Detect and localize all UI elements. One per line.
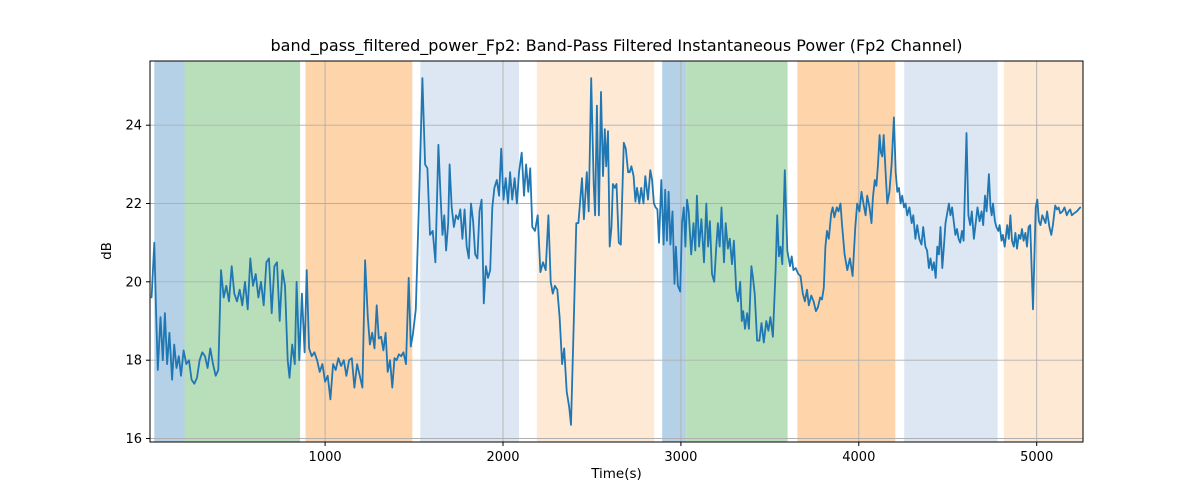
x-tick-label: 5000 bbox=[1020, 450, 1053, 465]
ticks-layer: 1000 2000 3000 4000 5000 16 18 20 22 24 bbox=[125, 119, 1053, 465]
x-tick-label: 4000 bbox=[842, 450, 875, 465]
y-tick-label: 18 bbox=[125, 354, 142, 369]
y-tick-label: 20 bbox=[125, 275, 142, 290]
axes-frame bbox=[149, 60, 1084, 443]
region-band-lightorange bbox=[1003, 61, 1083, 442]
x-tick-label: 2000 bbox=[486, 450, 519, 465]
region-band-green bbox=[686, 61, 788, 442]
x-tick-label: 1000 bbox=[309, 450, 342, 465]
y-axis-label: dB bbox=[99, 242, 115, 260]
region-band-blue bbox=[154, 61, 185, 442]
x-tick-label: 3000 bbox=[664, 450, 697, 465]
x-axis-label: Time(s) bbox=[591, 466, 642, 482]
region-band-green bbox=[184, 61, 301, 442]
grid-layer bbox=[150, 61, 1083, 442]
chart-title: band_pass_filtered_power_Fp2: Band-Pass … bbox=[270, 36, 963, 55]
region-band-orange bbox=[305, 61, 413, 442]
power-trace-line bbox=[150, 77, 1082, 426]
y-tick-label: 22 bbox=[125, 197, 142, 212]
y-tick-label: 24 bbox=[125, 119, 142, 134]
region-band-orange bbox=[797, 61, 896, 442]
region-band-lightorange bbox=[536, 61, 655, 442]
y-tick-label: 16 bbox=[125, 432, 142, 447]
region-band-lightblue bbox=[904, 61, 998, 442]
